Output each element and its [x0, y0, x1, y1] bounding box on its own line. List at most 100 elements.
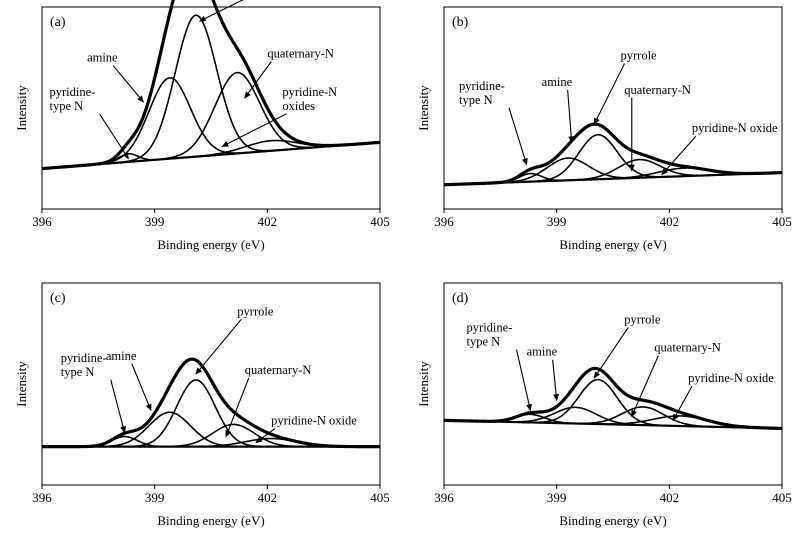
annotation-line: type N [467, 334, 501, 348]
envelope-curve [443, 122, 783, 187]
annotation-line: type N [50, 99, 84, 113]
plot-frame [41, 6, 381, 210]
annotation-arrow [99, 113, 129, 160]
annotation-arrow [672, 385, 693, 422]
envelope-curve [443, 366, 783, 431]
annotation-arrow [567, 89, 575, 144]
envelope-curve [42, 357, 380, 449]
annotation-line: amine [542, 75, 573, 89]
annotation-label: quaternary-N [654, 341, 721, 355]
annotation-arrow [508, 107, 528, 166]
y-axis-label: Intensity [14, 85, 29, 131]
annotation-line: pyridine-N oxide [688, 371, 774, 385]
annotation-line: quaternary-N [624, 83, 691, 97]
annotation-arrow [631, 355, 659, 418]
plot-frame [41, 282, 381, 486]
x-tick-label: 405 [772, 214, 792, 229]
annotation-label: pyridine-N oxide [688, 371, 774, 385]
annotation-arrow [110, 379, 126, 434]
panel-c: (c) 396 399 402 405 Binding energy (eV) Intens… [14, 282, 390, 528]
annotation-arrow [552, 359, 560, 402]
panel-b: (b) 396 399 402 405 Binding energy (eV) Intens… [416, 6, 792, 252]
annotation-line: quaternary-N [245, 363, 312, 377]
x-tick-label: 396 [32, 490, 52, 505]
x-tick-label: 405 [370, 490, 390, 505]
annotation-arrow [244, 61, 272, 99]
annotation-line: pyridine- [467, 320, 513, 334]
panel-label: (d) [452, 291, 469, 306]
annotation-label: pyridine-type N [50, 85, 96, 113]
annotation-arrow [255, 427, 276, 444]
x-tick-label: 396 [434, 214, 454, 229]
y-axis-label: Intensity [416, 361, 431, 407]
annotation-arrow [593, 63, 626, 126]
x-tick-label: 396 [434, 490, 454, 505]
x-tick-label: 399 [547, 490, 567, 505]
annotation-label: pyridine-type N [61, 351, 107, 379]
annotation-arrow [661, 135, 697, 176]
annotation-label: pyridine-N oxide [271, 413, 357, 427]
annotation-line: quaternary-N [267, 47, 334, 61]
envelope-curve [41, 0, 381, 171]
annotation-arrow [131, 363, 152, 412]
y-axis-label: Intensity [416, 85, 431, 131]
x-axis-label: Binding energy (eV) [157, 513, 264, 528]
annotation-line: pyridine- [459, 79, 505, 93]
annotation-arrow [593, 327, 629, 379]
plot-frame [443, 6, 783, 210]
annotation-label: amine [87, 51, 118, 65]
annotation-line: oxides [282, 99, 315, 113]
x-tick-label: 402 [258, 214, 278, 229]
x-tick-label: 402 [660, 214, 680, 229]
annotation-label: quaternary-N [245, 363, 312, 377]
annotation-line: amine [106, 349, 137, 363]
x-axis-label: Binding energy (eV) [157, 237, 264, 252]
annotation-label: pyrrole [621, 49, 658, 63]
annotation-arrow [112, 65, 145, 103]
annotation-arrow [198, 0, 244, 22]
annotation-line: pyrrole [624, 312, 661, 326]
panel-label: (c) [50, 291, 66, 306]
x-tick-label: 399 [547, 214, 567, 229]
annotation-line: amine [527, 345, 558, 359]
annotation-arrow [221, 113, 287, 147]
x-tick-label: 399 [145, 214, 165, 229]
annotation-label: pyridine-type N [459, 79, 505, 107]
annotation-line: quaternary-N [654, 341, 721, 355]
annotation-line: pyrrole [237, 304, 274, 318]
annotation-arrow [225, 377, 250, 438]
panel-d: (d) 396 399 402 405 Binding energy (eV) Intens… [416, 282, 792, 528]
annotation-arrow [515, 349, 532, 412]
annotation-line: type N [459, 93, 493, 107]
x-tick-label: 399 [145, 490, 165, 505]
x-axis-label: Binding energy (eV) [559, 237, 666, 252]
annotation-line: pyridine-N [282, 85, 337, 99]
x-tick-label: 402 [258, 490, 278, 505]
annotation-arrow [195, 318, 242, 375]
panel-label: (a) [50, 15, 66, 30]
annotation-label: pyridine-N oxide [692, 121, 778, 135]
component-curve-quaternary-n [42, 423, 380, 448]
annotation-line: type N [61, 365, 95, 379]
annotation-line: pyridine-N oxide [271, 413, 357, 427]
annotation-line: pyridine-N oxide [692, 121, 778, 135]
annotation-label: pyridine-N oxides [282, 85, 337, 113]
annotation-label: pyrrole [237, 304, 274, 318]
panel-label: (b) [452, 15, 469, 30]
annotation-line: amine [87, 51, 118, 65]
x-tick-label: 405 [772, 490, 792, 505]
annotation-line: pyridine- [50, 85, 96, 99]
annotation-label: pyridine-type N [467, 320, 513, 348]
x-tick-label: 405 [370, 214, 390, 229]
annotation-label: amine [106, 349, 137, 363]
annotation-label: pyrrole [624, 312, 661, 326]
x-tick-label: 396 [32, 214, 52, 229]
annotation-label: amine [527, 345, 558, 359]
x-tick-label: 402 [660, 490, 680, 505]
y-axis-label: Intensity [14, 361, 29, 407]
annotation-label: amine [542, 75, 573, 89]
annotation-label: quaternary-N [624, 83, 691, 97]
panel-a: (a) 396 399 402 405 Binding energy (eV) Intens… [14, 0, 390, 252]
annotation-line: pyrrole [621, 49, 658, 63]
